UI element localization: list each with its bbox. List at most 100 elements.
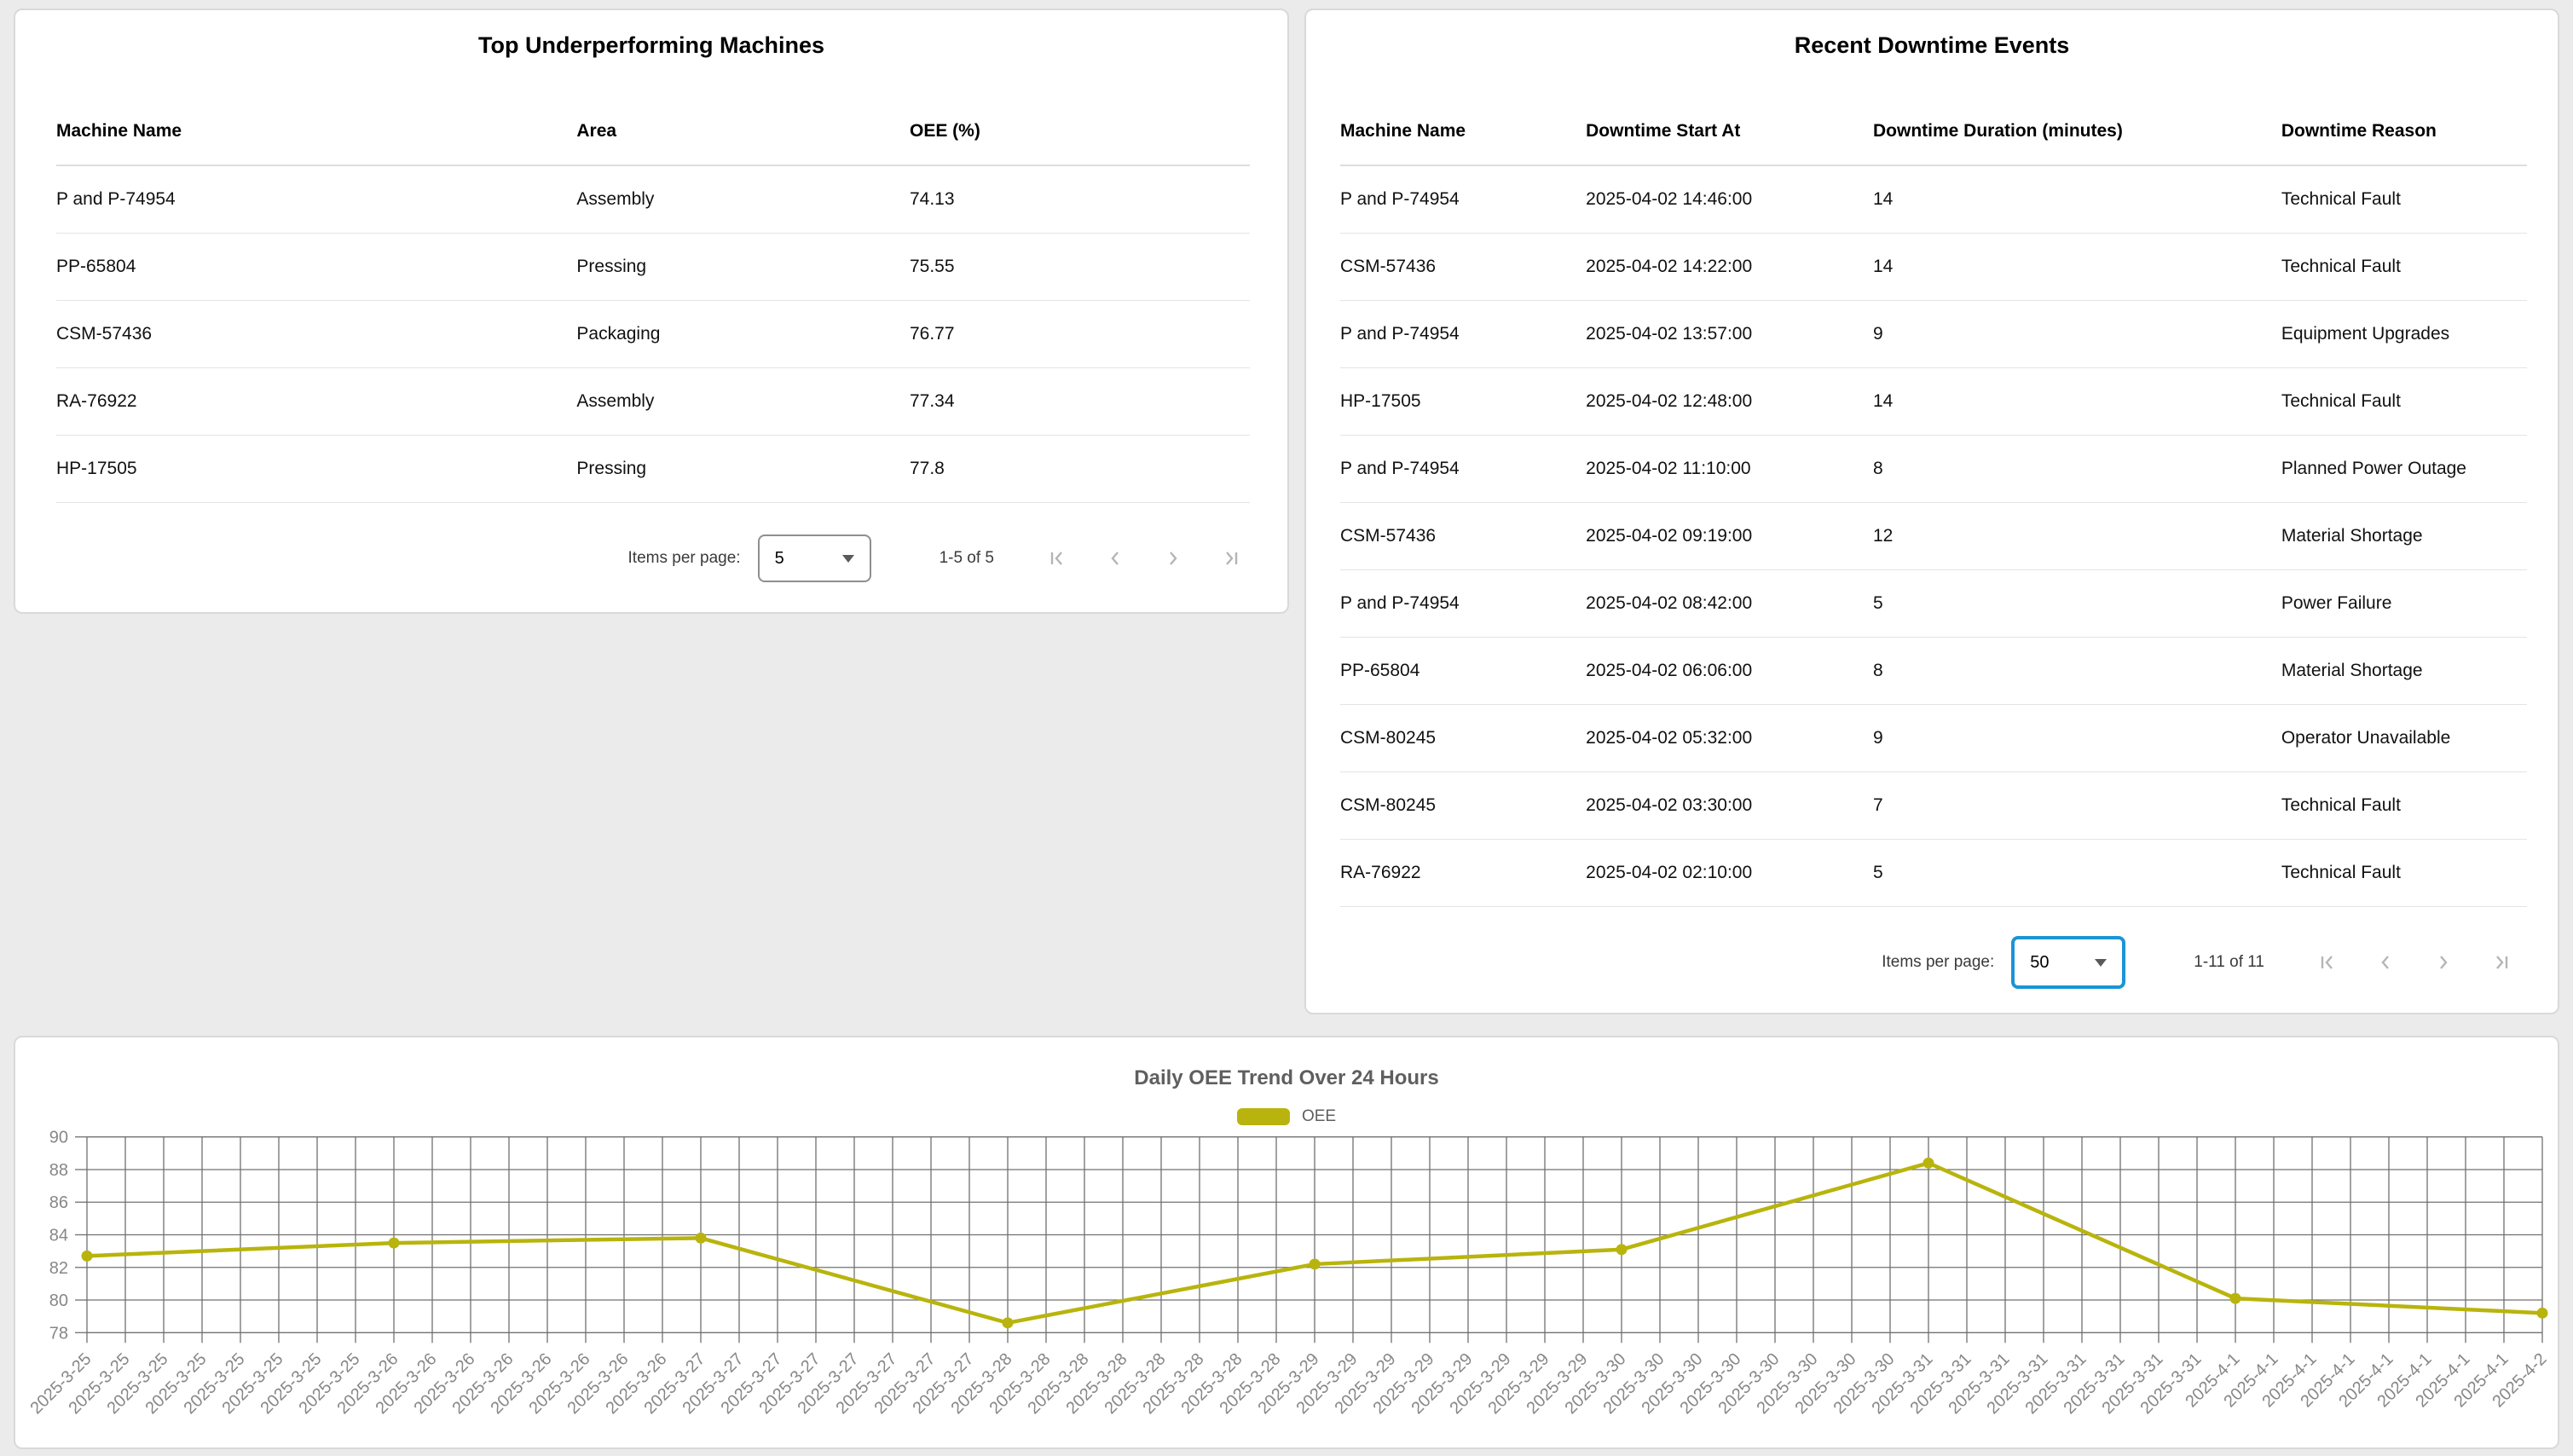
column-header-downtime-duration: Downtime Duration (minutes) — [1873, 98, 2281, 166]
table-header-row: Machine Name Area OEE (%) — [56, 98, 1250, 166]
first-page-button[interactable] — [2316, 950, 2339, 974]
table-cell: HP-17505 — [1340, 367, 1587, 436]
table-row: CSM-80245 2025-04-02 05:32:00 9 Operator Un… — [1340, 704, 2527, 772]
table-row: CSM-57436 Packaging 76.77 — [56, 300, 1250, 368]
table-row: P and P-74954 2025-04-02 13:57:00 9 Equipme… — [1340, 300, 2527, 368]
table-cell: 2025-04-02 13:57:00 — [1586, 300, 1873, 368]
first-page-button[interactable] — [1045, 546, 1069, 570]
svg-text:80: 80 — [49, 1291, 68, 1310]
table-cell: 2025-04-02 09:19:00 — [1586, 502, 1873, 570]
oee-trend-chart: 788082848688902025-3-252025-3-252025-3-2… — [26, 1129, 2550, 1418]
table-cell: Assembly — [576, 367, 910, 436]
table-cell: Technical Fault — [2281, 771, 2527, 840]
table-cell: 2025-04-02 02:10:00 — [1586, 839, 1873, 907]
svg-text:88: 88 — [49, 1161, 68, 1180]
last-page-button[interactable] — [2489, 950, 2513, 974]
table-cell: Technical Fault — [2281, 165, 2527, 234]
chart-title: Daily OEE Trend Over 24 Hours — [1134, 1066, 1439, 1089]
table-row: P and P-74954 Assembly 74.13 — [56, 165, 1250, 234]
data-point-marker — [1002, 1317, 1014, 1329]
table-cell: P and P-74954 — [1340, 300, 1587, 368]
page-size-select[interactable]: 50 — [2011, 936, 2126, 989]
table-cell: 9 — [1873, 704, 2281, 772]
next-page-button[interactable] — [1161, 546, 1185, 570]
underperforming-machines-card: Top Underperforming Machines Machine Nam… — [14, 9, 1289, 614]
table-cell: Power Failure — [2281, 569, 2527, 638]
table-cell: CSM-57436 — [1340, 502, 1587, 570]
last-page-button[interactable] — [1219, 546, 1243, 570]
items-per-page-label: Items per page: — [1882, 953, 1995, 971]
underperforming-machines-table: Machine Name Area OEE (%) P and P-74954 A… — [56, 98, 1250, 503]
table-cell: Pressing — [576, 435, 910, 503]
table-cell: CSM-57436 — [56, 300, 577, 368]
column-header-oee: OEE (%) — [909, 98, 1250, 166]
legend-label: OEE — [1301, 1107, 1337, 1125]
page-size-select[interactable]: 5 — [757, 534, 871, 582]
table-cell: RA-76922 — [1340, 839, 1587, 907]
page-range-label: 1-5 of 5 — [939, 549, 994, 567]
table-cell: 2025-04-02 08:42:00 — [1586, 569, 1873, 638]
prev-page-button[interactable] — [2374, 950, 2397, 974]
card-title: Top Underperforming Machines — [477, 32, 825, 58]
table-cell: Technical Fault — [2281, 233, 2527, 301]
table-cell: 14 — [1873, 165, 2281, 234]
prev-page-icon — [1111, 552, 1119, 565]
data-point-marker — [2536, 1307, 2548, 1319]
page-size-value: 5 — [774, 548, 784, 568]
table-cell: Operator Unavailable — [2281, 704, 2527, 772]
data-point-marker — [81, 1250, 93, 1262]
next-page-icon — [2440, 956, 2448, 969]
recent-downtime-events-table: Machine Name Downtime Start At Downtime … — [1340, 98, 2527, 907]
page-size-value: 50 — [2030, 952, 2050, 972]
data-point-marker — [1309, 1258, 1321, 1270]
table-row: PP-65804 2025-04-02 06:06:00 8 Material Sho… — [1340, 637, 2527, 705]
table-cell: Packaging — [576, 300, 910, 368]
table-cell: Pressing — [576, 233, 910, 301]
table-cell: 8 — [1873, 637, 2281, 705]
column-header-downtime-start: Downtime Start At — [1586, 98, 1873, 166]
table-row: RA-76922 2025-04-02 02:10:00 5 Technical Fa… — [1340, 839, 2527, 907]
legend-item-oee[interactable]: OEE — [15, 1107, 2558, 1126]
recent-downtime-events-card: Recent Downtime Events Machine Name Down… — [1304, 9, 2559, 1014]
table-cell: CSM-80245 — [1340, 704, 1587, 772]
page-range-label: 1-11 of 11 — [2194, 953, 2264, 971]
table-row: HP-17505 2025-04-02 12:48:00 14 Technical F… — [1340, 367, 2527, 436]
table-header-row: Machine Name Downtime Start At Downtime … — [1340, 98, 2527, 166]
data-point-marker — [388, 1237, 400, 1249]
table-cell: 77.8 — [909, 435, 1250, 503]
column-header-machine-name: Machine Name — [56, 98, 577, 166]
oee-trend-chart-card: 78 80 82 84 86 88 90 2025-3-25 2025-3-25 2025-3-2… — [14, 1036, 2559, 1449]
table-cell: 5 — [1873, 569, 2281, 638]
table-cell: 75.55 — [909, 233, 1250, 301]
table-cell: CSM-80245 — [1340, 771, 1587, 840]
table-cell: Assembly — [576, 165, 910, 234]
table-cell: 14 — [1873, 233, 2281, 301]
first-page-icon — [1050, 552, 1062, 565]
table-cell: P and P-74954 — [1340, 435, 1587, 503]
table-cell: RA-76922 — [56, 367, 577, 436]
table-cell: 2025-04-02 05:32:00 — [1586, 704, 1873, 772]
table-cell: P and P-74954 — [1340, 569, 1587, 638]
table-cell: PP-65804 — [1340, 637, 1587, 705]
table-cell: 77.34 — [909, 367, 1250, 436]
table-cell: 7 — [1873, 771, 2281, 840]
prev-page-icon — [2381, 956, 2389, 969]
next-page-icon — [1170, 552, 1177, 565]
paginator: Items per page: 5 1-5 of 5 — [15, 503, 1287, 614]
prev-page-button[interactable] — [1103, 546, 1127, 570]
table-cell: 2025-04-02 12:48:00 — [1586, 367, 1873, 436]
next-page-button[interactable] — [2431, 950, 2455, 974]
svg-text:86: 86 — [49, 1193, 68, 1212]
table-cell: 2025-04-02 14:22:00 — [1586, 233, 1873, 301]
data-point-marker — [1616, 1244, 1628, 1256]
table-row: P and P-74954 2025-04-02 08:42:00 5 Power F… — [1340, 569, 2527, 638]
table-cell: Equipment Upgrades — [2281, 300, 2527, 368]
table-row: P and P-74954 2025-04-02 11:10:00 8 Planned… — [1340, 435, 2527, 503]
column-header-area: Area — [576, 98, 910, 166]
pagination-controls — [2316, 950, 2513, 974]
legend-swatch — [1236, 1108, 1290, 1125]
table-cell: 5 — [1873, 839, 2281, 907]
first-page-icon — [2321, 956, 2333, 969]
table-cell: 2025-04-02 03:30:00 — [1586, 771, 1873, 840]
data-point-marker — [1923, 1157, 1934, 1169]
